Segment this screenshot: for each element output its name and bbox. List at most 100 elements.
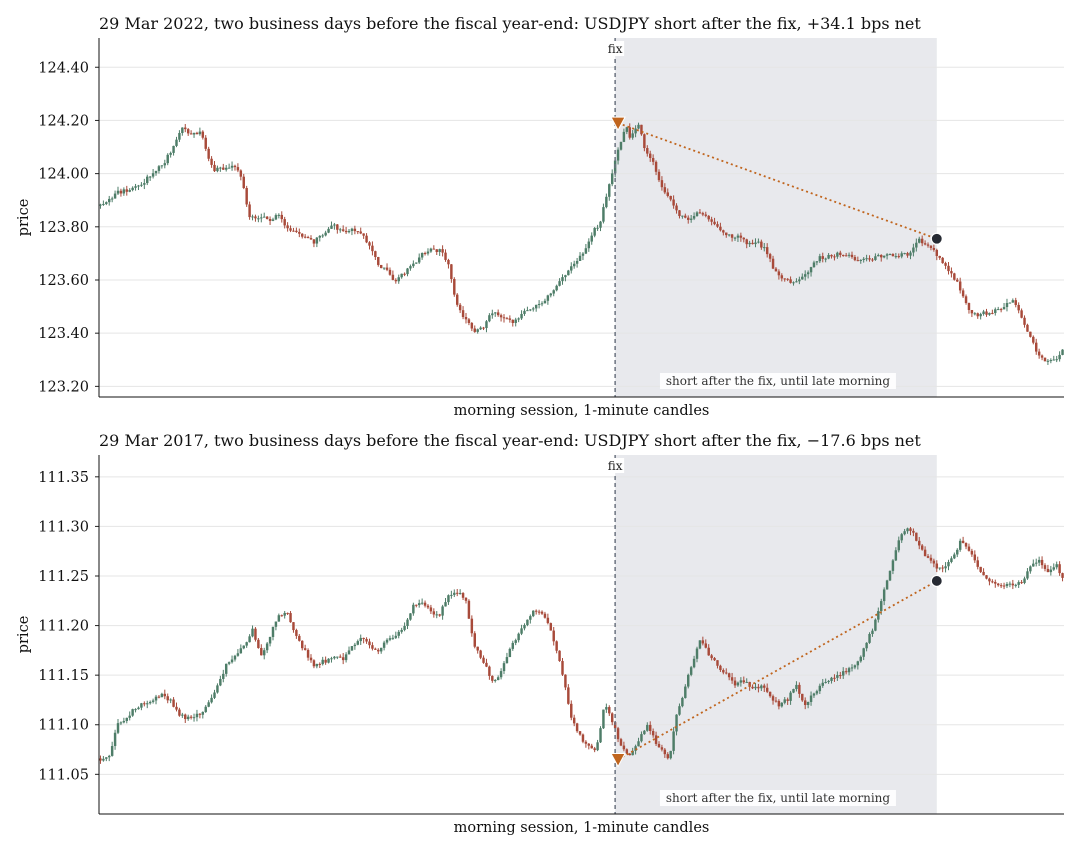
- candle-body: [546, 617, 550, 624]
- chart-panel-2: 111.35 111.30 111.25 111.20 111.15 111.10 111.…: [16, 431, 1064, 836]
- candle-body: [137, 185, 140, 187]
- candle-body: [669, 750, 672, 759]
- y-axis-label: price: [16, 199, 32, 237]
- candle-body: [113, 193, 117, 199]
- candle-body: [651, 158, 655, 162]
- candle-body: [394, 279, 398, 282]
- candle-body: [257, 639, 260, 648]
- candle-body: [458, 304, 462, 311]
- candle-body: [289, 228, 292, 231]
- candle-body: [862, 648, 865, 657]
- candle-body: [330, 658, 333, 660]
- candle-body: [286, 612, 289, 614]
- candle-body: [476, 329, 479, 332]
- candle-body: [625, 749, 629, 754]
- candle-body: [847, 254, 851, 256]
- candle-body: [572, 263, 576, 267]
- candle-body: [821, 682, 824, 686]
- candle-body: [1034, 562, 1038, 564]
- candle-body: [774, 700, 778, 702]
- candle-body: [283, 612, 286, 616]
- candle-body: [520, 313, 523, 319]
- candle-body: [429, 607, 433, 612]
- candle-body: [353, 644, 357, 647]
- candle-body: [953, 273, 956, 280]
- candle-body: [333, 656, 336, 659]
- candle-body: [312, 239, 316, 244]
- candle-body: [748, 242, 751, 245]
- trade-path-line: [617, 122, 938, 240]
- candle-body: [122, 189, 126, 194]
- candle-body: [602, 709, 605, 729]
- candle-body: [704, 643, 708, 648]
- candle-body: [663, 187, 667, 193]
- candle-body: [929, 245, 933, 248]
- candle-body: [555, 641, 558, 651]
- candle-body: [637, 124, 640, 129]
- candle-body: [871, 630, 874, 634]
- candle-body: [1026, 571, 1029, 579]
- candle-body: [227, 662, 231, 664]
- candle-body: [502, 317, 506, 319]
- candle-body: [184, 127, 187, 130]
- candle-body: [780, 275, 784, 279]
- candle-body: [669, 195, 672, 200]
- candle-body: [777, 700, 781, 707]
- candle-body: [526, 310, 529, 312]
- candle-body: [543, 613, 547, 618]
- candle-body: [494, 312, 497, 314]
- candle-body: [105, 757, 108, 759]
- y-tick-label: 111.20: [38, 619, 89, 635]
- candle-body: [529, 309, 532, 311]
- candle-body: [447, 259, 450, 265]
- x-axis-label: morning session, 1-minute candles: [454, 820, 710, 836]
- candle-body: [701, 640, 705, 644]
- candle-body: [248, 636, 251, 643]
- candle-body: [172, 145, 175, 153]
- candle-body: [362, 233, 365, 236]
- y-tick-label: 124.40: [38, 60, 89, 76]
- candle-body: [727, 673, 731, 678]
- candle-body: [710, 655, 713, 659]
- candle-body: [444, 602, 447, 607]
- candle-body: [181, 714, 184, 716]
- candle-body: [1049, 360, 1053, 362]
- candle-body: [707, 647, 710, 656]
- candle-body: [292, 622, 295, 631]
- candle-body: [733, 237, 737, 239]
- candle-body: [464, 597, 468, 601]
- candle-body: [684, 215, 687, 218]
- candle-body: [722, 230, 725, 233]
- candle-body: [289, 613, 292, 623]
- candle-body: [760, 685, 763, 689]
- candle-body: [713, 658, 716, 661]
- candle-body: [809, 695, 813, 703]
- candle-body: [295, 230, 298, 232]
- candle-body: [666, 192, 669, 196]
- candle-body: [950, 271, 953, 274]
- candle-body: [725, 232, 728, 236]
- candle-body: [1037, 559, 1041, 563]
- candle-body: [684, 686, 687, 698]
- candle-body: [751, 242, 754, 245]
- candle-body: [610, 713, 614, 723]
- candle-body: [1026, 324, 1029, 332]
- candle-body: [353, 228, 357, 232]
- candle-body: [967, 302, 971, 310]
- candle-body: [450, 264, 453, 279]
- candle-body: [616, 149, 620, 161]
- candle-body: [1023, 578, 1026, 583]
- candle-body: [505, 657, 509, 664]
- candle-body: [903, 253, 906, 255]
- candle-body: [961, 290, 965, 297]
- candle-body: [675, 714, 678, 732]
- y-tick-label: 111.25: [38, 569, 89, 585]
- candle-body: [254, 628, 257, 640]
- candle-body: [251, 628, 254, 637]
- candle-body: [514, 640, 517, 643]
- candle-body: [695, 648, 699, 659]
- candle-body: [915, 242, 918, 248]
- candle-body: [915, 532, 918, 541]
- candle-body: [420, 602, 424, 604]
- candle-body: [453, 592, 456, 595]
